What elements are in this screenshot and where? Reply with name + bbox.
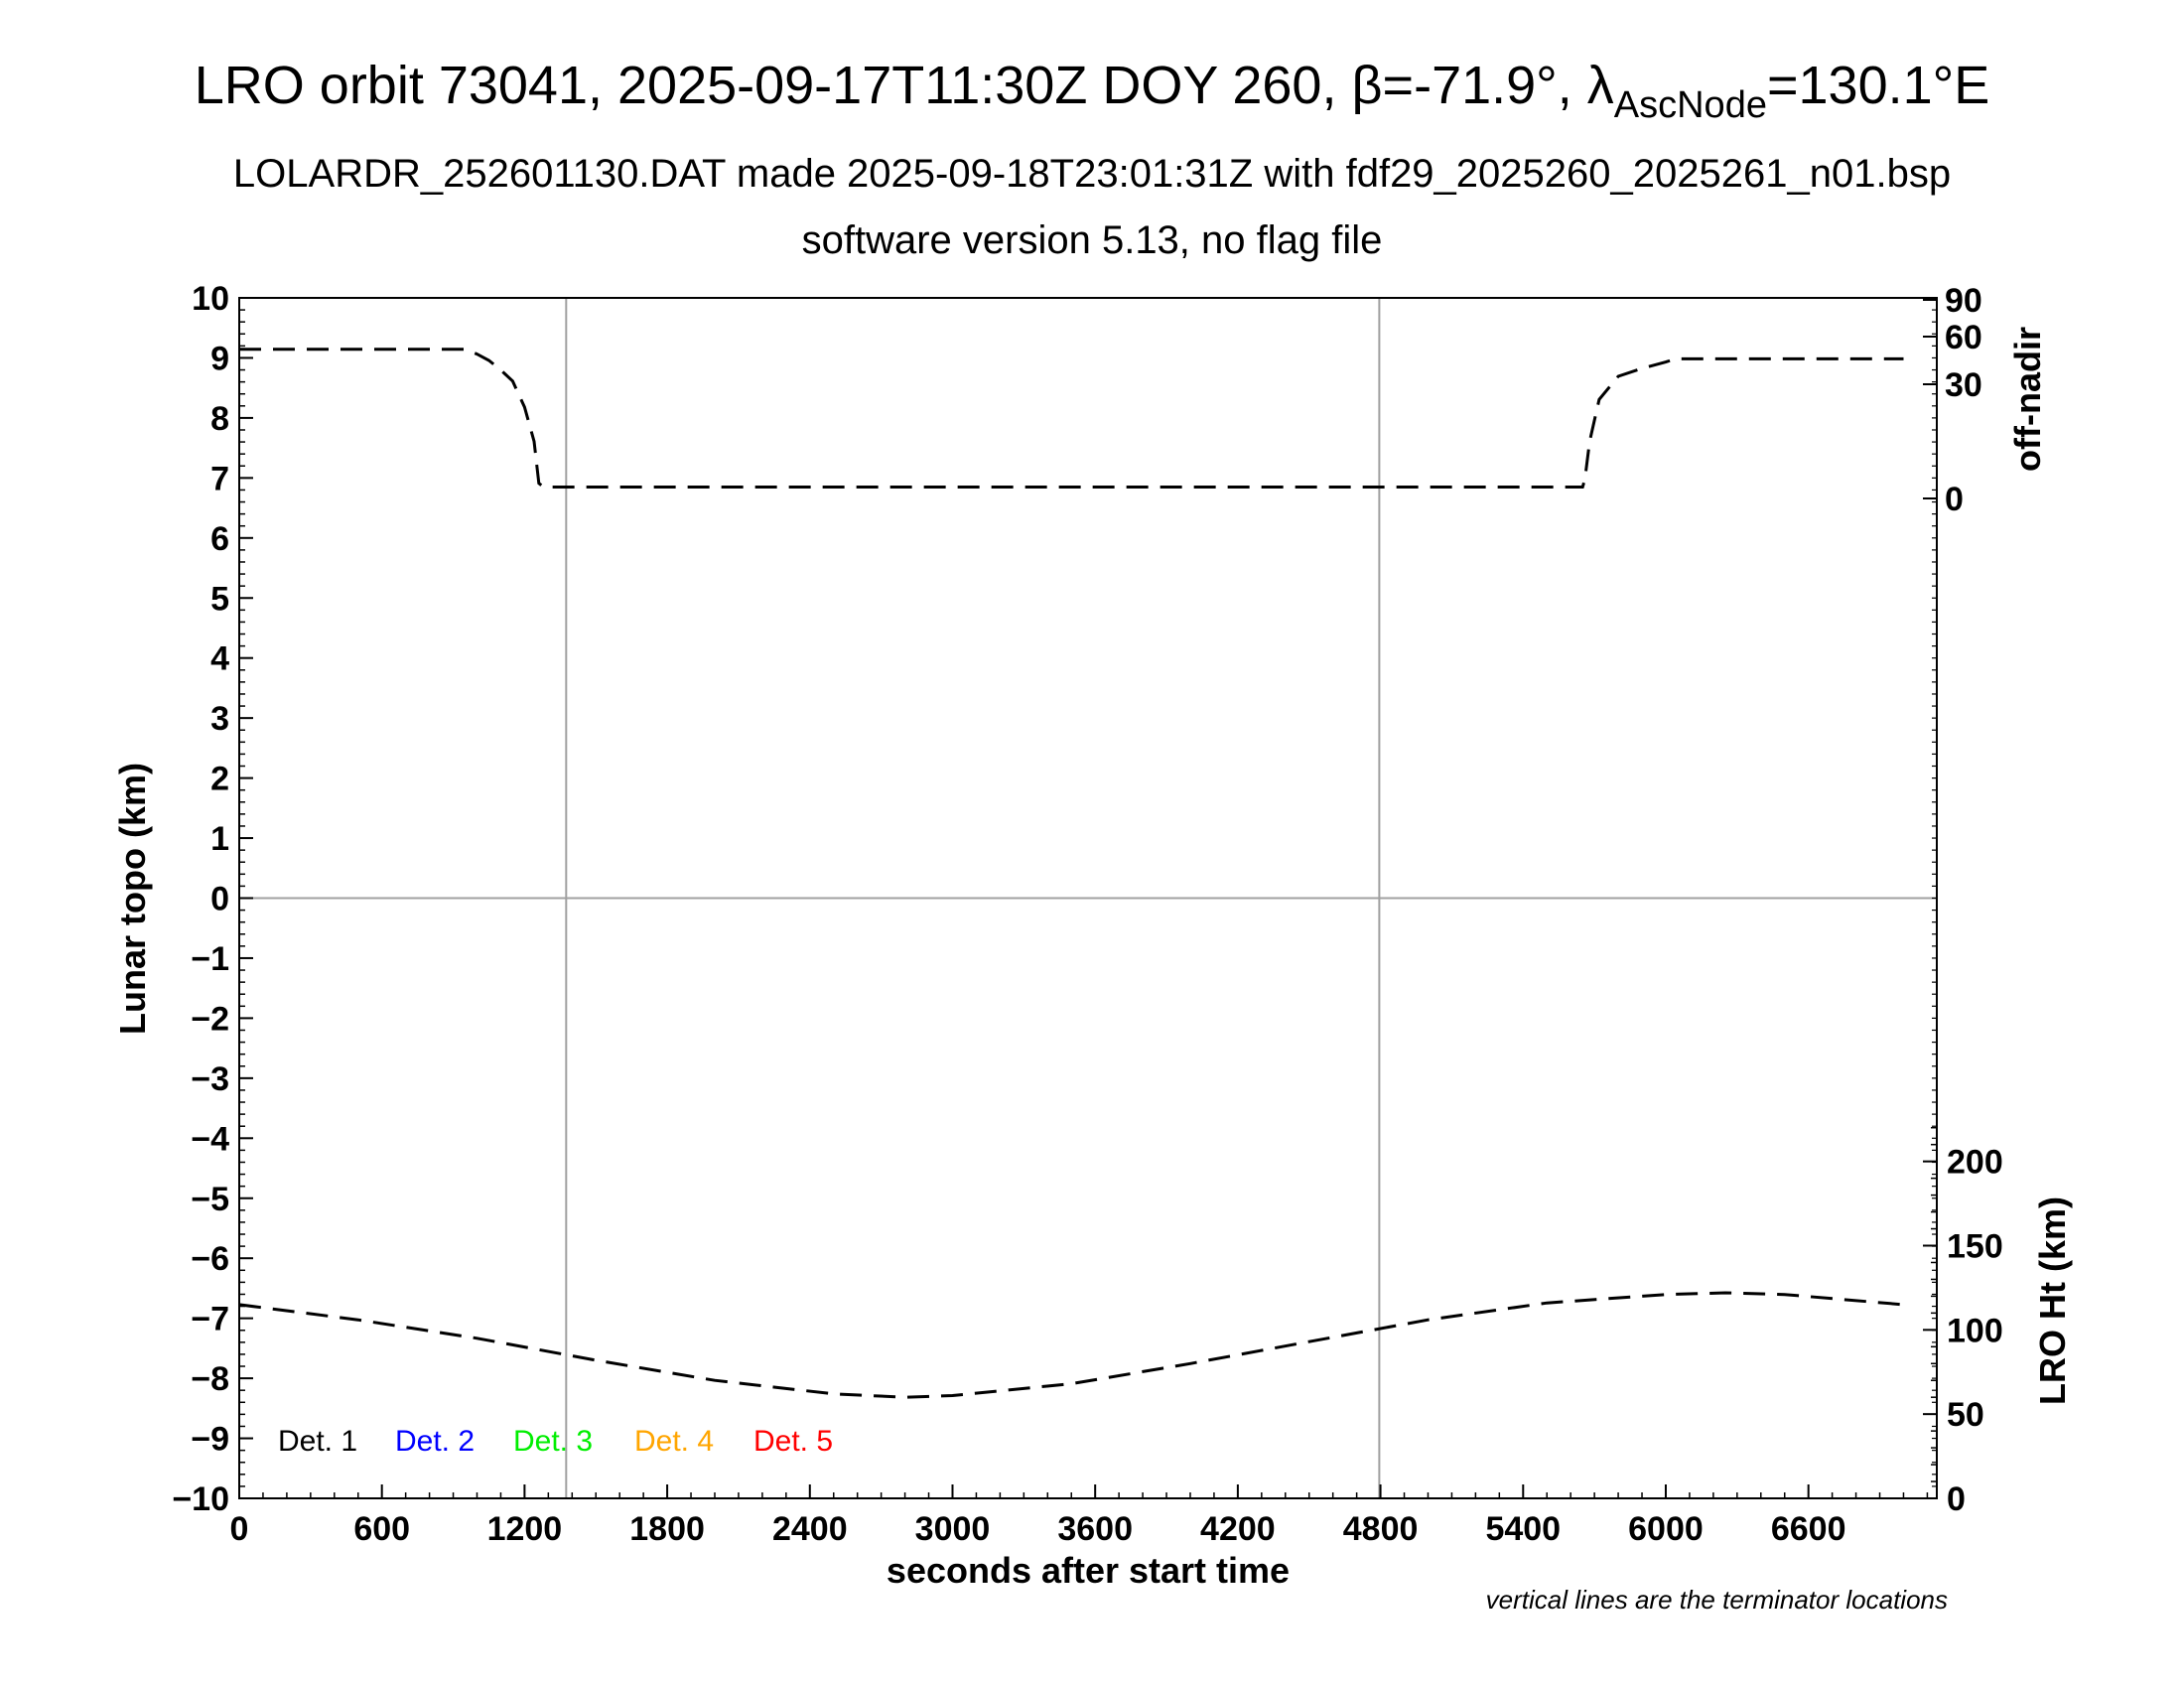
y-tick-label: 7 [210, 460, 229, 497]
off-nadir-tick-label: 0 [1945, 481, 1964, 518]
y-tick-label: 9 [210, 340, 229, 377]
y-tick-label: 5 [210, 580, 229, 618]
grid-lines [239, 296, 1937, 1498]
y-tick-label: 0 [210, 881, 229, 918]
y-axis-label-left: Lunar topo (km) [112, 763, 153, 1035]
y-tick-label: 2 [210, 761, 229, 798]
lro-ht-tick-label: 150 [1947, 1228, 2003, 1266]
terminator-note: vertical lines are the terminator locati… [1486, 1585, 1948, 1615]
x-axis-label: seconds after start time [887, 1550, 1290, 1591]
legend-item: Det. 4 [634, 1425, 714, 1458]
axes: 0 600 1200 1800 2400 3000 3600 4200 4800 5400 6000… [172, 280, 2002, 1548]
y-tick-label: 3 [210, 700, 229, 738]
x-tick-label: 0 [230, 1510, 249, 1548]
x-tick-label: 4800 [1343, 1510, 1419, 1548]
x-tick-label: 6000 [1628, 1510, 1704, 1548]
series-off-nadir [239, 348, 1904, 489]
x-tick-label: 4200 [1200, 1510, 1276, 1548]
x-tick-label: 3600 [1057, 1510, 1133, 1548]
y-axis-label-off-nadir: off-nadir [2007, 327, 2048, 472]
chart-title: LRO orbit 73041, 2025-09-17T11:30Z DOY 2… [195, 56, 1990, 126]
legend: Det. 1 Det. 2 Det. 3 Det. 4 Det. 5 [278, 1425, 833, 1458]
lro-ht-tick-label: 0 [1947, 1480, 1966, 1518]
x-tick-label: 6600 [1771, 1510, 1846, 1548]
y-tick-label: 4 [210, 640, 229, 678]
lro-ht-tick-label: 100 [1947, 1312, 2003, 1349]
y-tick-label: −9 [191, 1421, 229, 1459]
y-tick-label: 10 [192, 280, 229, 318]
y-tick-label: −6 [191, 1240, 229, 1278]
y-tick-label: −4 [191, 1120, 229, 1158]
y-tick-label: −8 [191, 1360, 229, 1398]
y-axis-label-lro-height: LRO Ht (km) [2032, 1196, 2073, 1405]
legend-item: Det. 1 [278, 1425, 357, 1458]
x-tick-label: 600 [353, 1510, 410, 1548]
x-tick-label: 2400 [772, 1510, 848, 1548]
chart-subtitle-version: software version 5.13, no flag file [802, 218, 1383, 262]
x-tick-label: 1800 [629, 1510, 705, 1548]
lro-ht-tick-label: 200 [1947, 1144, 2003, 1182]
chart-subtitle-file: LOLARDR_252601130.DAT made 2025-09-18T23… [233, 152, 1951, 196]
series-lro-ht [238, 1291, 1904, 1399]
y-tick-label: −3 [191, 1060, 229, 1098]
off-nadir-tick-label: 60 [1945, 319, 1982, 356]
legend-item: Det. 2 [395, 1425, 475, 1458]
y-tick-label: −10 [172, 1480, 229, 1518]
y-tick-label: 1 [210, 820, 229, 858]
y-tick-label: 6 [210, 520, 229, 558]
off-nadir-tick-label: 90 [1945, 282, 1982, 320]
legend-item: Det. 3 [513, 1425, 593, 1458]
y-tick-label: 8 [210, 400, 229, 438]
x-tick-label: 5400 [1485, 1510, 1561, 1548]
x-tick-label: 1200 [487, 1510, 563, 1548]
legend-item: Det. 5 [753, 1425, 833, 1458]
y-tick-label: −2 [191, 1000, 229, 1038]
x-tick-label: 3000 [915, 1510, 991, 1548]
y-tick-label: −1 [191, 940, 229, 978]
y-tick-label: −7 [191, 1301, 229, 1338]
off-nadir-tick-label: 30 [1945, 366, 1982, 404]
data-series [238, 348, 1904, 1399]
lro-ht-tick-label: 50 [1947, 1396, 1984, 1434]
y-tick-label: −5 [191, 1181, 229, 1218]
